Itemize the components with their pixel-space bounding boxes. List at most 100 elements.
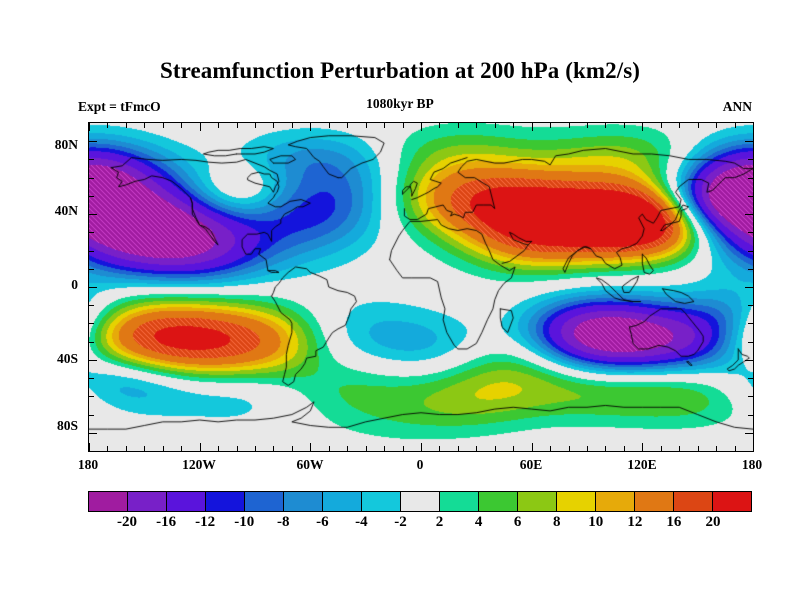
x-axis-tick-top: [421, 123, 422, 131]
x-axis-tick-top: [236, 123, 238, 128]
y-axis-tick-right: [748, 378, 753, 380]
x-axis-tick-bottom: [273, 446, 275, 451]
x-axis-tick-top: [273, 123, 275, 128]
x-axis-tick-top: [753, 123, 754, 131]
x-axis-tick-bottom: [328, 446, 330, 451]
y-axis-tick-label: 80N: [54, 137, 78, 152]
colorbar-cell: [557, 492, 596, 511]
y-axis-tick-label: 80S: [56, 418, 78, 433]
x-axis-tick-top: [144, 123, 146, 128]
y-axis-tick-left: [89, 359, 97, 361]
x-axis-tick-top: [679, 123, 681, 128]
x-axis-tick-top: [550, 123, 552, 128]
y-axis-tick-right: [748, 268, 753, 270]
x-axis-tick-bottom: [568, 446, 570, 451]
x-axis-tick-bottom: [384, 446, 386, 451]
y-axis-tick-left: [89, 378, 94, 380]
x-axis-tick-bottom: [89, 443, 90, 451]
x-axis-tick-bottom: [365, 446, 367, 451]
colorbar-cell: [401, 492, 440, 511]
colorbar-tick-label: 16: [666, 514, 682, 530]
page-title: Streamfunction Perturbation at 200 hPa (…: [159, 58, 641, 83]
x-axis-tick-top: [439, 123, 441, 128]
experiment-label: Expt = tFmcO: [78, 99, 161, 114]
x-axis-tick-bottom: [255, 446, 256, 451]
colorbar-cell: [323, 492, 362, 511]
x-axis-tick-top: [107, 123, 109, 128]
colorbar-cell: [206, 492, 245, 511]
x-axis-tick-bottom: [457, 446, 459, 451]
y-axis-tick-left: [89, 432, 97, 434]
x-axis-tick-top: [531, 123, 533, 131]
y-axis-tick-left: [89, 287, 97, 288]
x-axis-tick-top: [218, 123, 220, 128]
colorbar-tick-label: -10: [234, 514, 255, 530]
x-axis-tick-top: [365, 123, 367, 128]
colorbar-cell: [596, 492, 635, 511]
colorbar-tick-label: 20: [705, 514, 721, 530]
x-axis-tick-top: [291, 123, 293, 128]
x-axis-tick-top: [402, 123, 404, 128]
colorbar-tick-label: 8: [552, 514, 561, 530]
colorbar-tick-label: 2: [435, 514, 444, 530]
y-axis-tick-label: 40N: [54, 203, 78, 218]
x-axis-tick-bottom: [199, 443, 201, 451]
y-axis-tick-left: [89, 414, 94, 416]
x-axis-tick-bottom: [144, 446, 146, 451]
x-axis-tick-top: [494, 123, 496, 128]
x-axis-tick-bottom: [513, 446, 515, 451]
x-axis-tick-bottom: [107, 446, 109, 451]
y-axis-tick-left: [89, 232, 94, 234]
x-axis-tick-top: [181, 123, 183, 128]
x-axis-tick-bottom: [236, 446, 238, 451]
colorbar-cell: [128, 492, 167, 511]
colorbar-cell: [479, 492, 518, 511]
y-axis-tick-right: [745, 141, 753, 143]
y-axis-tick-left: [89, 341, 94, 343]
colorbar-tick-label: -6: [316, 514, 329, 530]
x-axis-tick-label: 60W: [296, 457, 324, 472]
y-axis-tick-left: [89, 141, 97, 143]
y-axis-tick-right: [745, 359, 753, 361]
y-axis-tick-right: [748, 305, 753, 307]
y-axis-tick-right: [745, 432, 753, 434]
colorbar-cell: [440, 492, 479, 511]
colorbar-cell: [89, 492, 128, 511]
y-axis-tick-left: [89, 268, 94, 270]
colorbar-tick-label: 12: [627, 514, 643, 530]
x-axis-tick-bottom: [697, 446, 699, 451]
colorbar-cell: [362, 492, 401, 511]
colorbar-cell: [518, 492, 557, 511]
y-axis-tick-right: [745, 287, 753, 288]
y-axis-tick-right: [748, 323, 753, 325]
y-axis-tick-left: [89, 305, 94, 307]
colorbar-cell: [713, 492, 751, 511]
x-axis-tick-top: [347, 123, 349, 128]
x-axis-tick-top: [125, 123, 127, 128]
colorbar-strip: [88, 491, 752, 512]
colorbar-tick-label: -12: [195, 514, 216, 530]
x-axis-tick-bottom: [181, 446, 183, 451]
x-axis-tick-label: 0: [416, 457, 424, 472]
x-axis-tick-bottom: [734, 446, 736, 451]
x-axis-tick-bottom: [623, 446, 625, 451]
x-axis-tick-bottom: [347, 446, 349, 451]
period-label: 1080kyr BP: [366, 96, 434, 111]
y-axis-tick-right: [748, 396, 753, 398]
colorbar-tick-label: 10: [588, 514, 604, 530]
contour-field-canvas: [89, 123, 753, 451]
y-axis-tick-right: [748, 414, 753, 416]
x-axis-tick-bottom: [660, 446, 662, 451]
y-axis-tick-right: [748, 159, 753, 161]
x-axis-tick-label: 120W: [182, 457, 216, 472]
x-axis-tick-bottom: [310, 443, 312, 451]
x-axis-tick-top: [642, 123, 644, 131]
x-axis-tick-bottom: [753, 443, 754, 451]
colorbar-tick-label: -20: [117, 514, 138, 530]
x-axis-tick-bottom: [642, 443, 644, 451]
x-axis-tick-bottom: [476, 446, 478, 451]
y-axis-tick-left: [89, 250, 94, 252]
colorbar: [88, 491, 752, 512]
x-axis-tick-top: [476, 123, 478, 128]
season-label: ANN: [722, 99, 752, 114]
